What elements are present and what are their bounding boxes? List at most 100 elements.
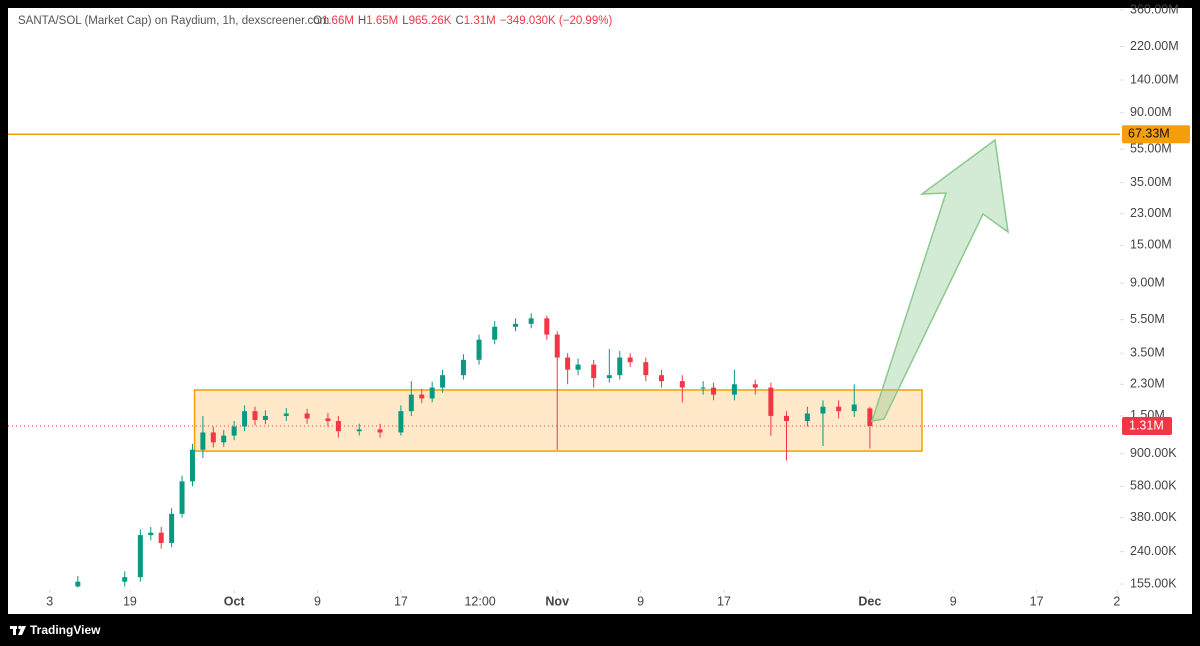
x-tick-label: 3 xyxy=(46,594,53,608)
chart-title: SANTA/SOL (Market Cap) on Raydium, 1h, d… xyxy=(18,15,329,27)
x-tick-label: 9 xyxy=(637,594,644,608)
candle-body xyxy=(617,357,623,376)
level-badge xyxy=(1122,125,1190,144)
candle-body xyxy=(820,406,826,414)
candle-body xyxy=(591,364,597,379)
y-tick-label: 2.30M xyxy=(1130,377,1165,391)
zone-box xyxy=(193,389,923,452)
ohlc-key: O xyxy=(313,15,322,27)
x-tick-label: 17 xyxy=(717,594,731,608)
x-tick-label: Oct xyxy=(224,594,246,608)
candle-body xyxy=(283,413,289,416)
x-tick-label: Dec xyxy=(858,594,881,608)
candle-body xyxy=(231,426,237,436)
candle-body xyxy=(575,364,581,370)
candle-body xyxy=(398,411,404,433)
candle-body xyxy=(429,387,435,399)
candle-body xyxy=(137,535,143,578)
ohlc-value: 1.31M xyxy=(464,15,496,27)
candle-body xyxy=(169,513,175,543)
y-tick-label: 220.00M xyxy=(1130,39,1179,53)
y-tick-label: 380.00K xyxy=(1130,510,1177,524)
candle-body xyxy=(867,408,873,426)
candle-body xyxy=(242,411,248,427)
candle-body xyxy=(325,418,331,422)
y-tick-label: 23.00M xyxy=(1130,206,1172,220)
level-label: 67.33M xyxy=(1128,126,1170,140)
candle-body xyxy=(658,375,664,382)
ohlc-value: 1.66M xyxy=(322,15,354,27)
candle-body xyxy=(492,326,498,340)
x-tick-label: 12:00 xyxy=(464,594,495,608)
candle-body xyxy=(711,387,717,395)
candle-body xyxy=(356,429,362,432)
x-tick-label: 9 xyxy=(314,594,321,608)
ohlc-value: 1.65M xyxy=(366,15,398,27)
y-tick-label: 155.00K xyxy=(1130,576,1177,590)
candle-body xyxy=(544,318,550,335)
x-tick-label: 17 xyxy=(1030,594,1044,608)
ohlc-key: L xyxy=(402,15,409,27)
y-tick-label: 5.50M xyxy=(1130,312,1165,326)
candle-body xyxy=(627,357,633,363)
candle-body xyxy=(554,334,560,358)
y-tick-label: 9.00M xyxy=(1130,276,1165,290)
price-label: 1.31M xyxy=(1129,418,1164,432)
candle-body xyxy=(804,413,810,422)
price-badge xyxy=(1122,416,1172,435)
candle-body xyxy=(189,449,195,482)
x-tick-label: 2 xyxy=(1113,594,1120,608)
logo-part xyxy=(18,625,22,630)
candle-body xyxy=(408,394,414,412)
candle-body xyxy=(262,415,268,420)
x-tick-label: Nov xyxy=(545,594,569,608)
candle-body xyxy=(752,384,758,388)
y-tick-label: 35.00M xyxy=(1130,175,1172,189)
x-tick-label: 17 xyxy=(394,594,408,608)
candle-body xyxy=(122,577,128,582)
candle-body xyxy=(377,429,383,433)
candle-body xyxy=(851,404,857,412)
candle-body xyxy=(476,339,482,360)
x-tick-label: 9 xyxy=(950,594,957,608)
ohlc-key: H xyxy=(358,15,366,27)
y-tick-label: 900.00K xyxy=(1130,446,1177,460)
candle-body xyxy=(643,362,649,376)
ohlc-value: 965.26K xyxy=(409,15,452,27)
candle-body xyxy=(565,357,571,370)
change: −349.030K (−20.99%) xyxy=(500,15,613,27)
y-tick-label: 55.00M xyxy=(1130,141,1172,155)
candle-body xyxy=(836,406,842,412)
candle-body xyxy=(221,435,227,443)
y-tick-label: 3.50M xyxy=(1130,345,1165,359)
logo-part xyxy=(13,626,16,635)
chart-panel xyxy=(8,8,1192,614)
candle-body xyxy=(148,532,154,536)
candle-body xyxy=(179,481,185,514)
candle-body xyxy=(731,384,737,395)
candle-body xyxy=(419,394,425,399)
y-tick-label: 15.00M xyxy=(1130,238,1172,252)
candle-body xyxy=(440,375,446,388)
ohlc-values: O1.66M H1.65M L965.26K C1.31M −349.030K (−20… xyxy=(313,15,612,27)
brand: TradingView xyxy=(30,623,101,637)
candle-body xyxy=(252,411,258,420)
candle-body xyxy=(158,532,164,543)
candle-body xyxy=(210,432,216,443)
candle-body xyxy=(606,375,612,379)
tradingview-logo: TradingView xyxy=(10,623,101,637)
y-tick-label: 240.00K xyxy=(1130,544,1177,558)
candle-body xyxy=(784,415,790,422)
candle-body xyxy=(513,323,519,327)
y-tick-label: 90.00M xyxy=(1130,105,1172,119)
candle-body xyxy=(460,359,466,376)
candle-body xyxy=(304,413,310,419)
candle-body xyxy=(768,387,774,416)
plot-area: 155.00K240.00K380.00K580.00K900.00K1.50M… xyxy=(8,2,1190,608)
candle-body xyxy=(335,421,341,432)
y-tick-label: 580.00K xyxy=(1130,479,1177,493)
candle-body xyxy=(200,432,206,450)
y-tick-label: 140.00M xyxy=(1130,72,1179,86)
candle-body xyxy=(700,387,706,389)
